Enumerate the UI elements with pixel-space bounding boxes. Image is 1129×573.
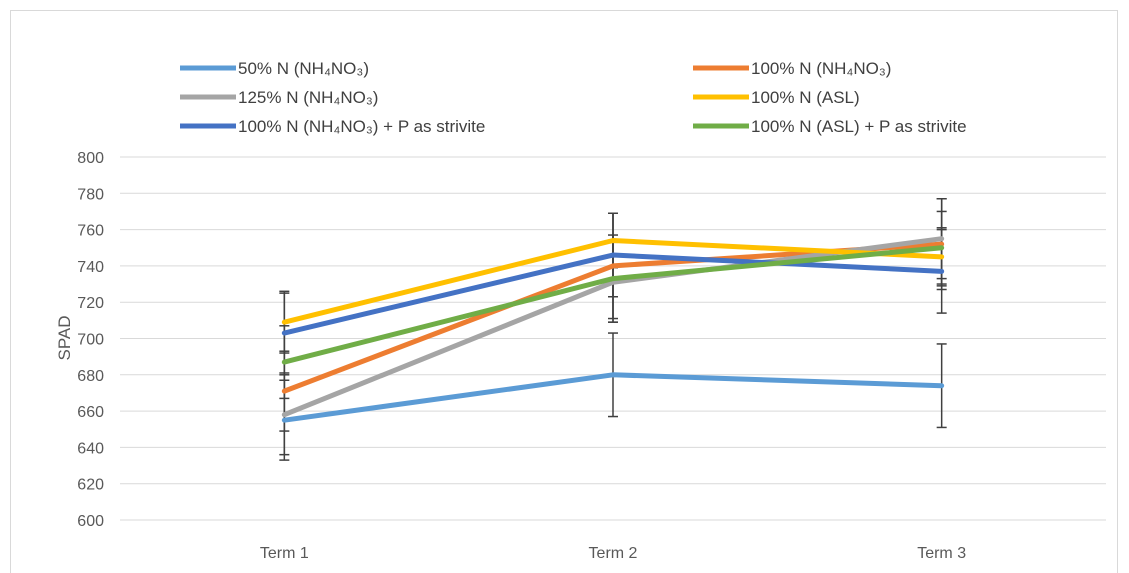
y-axis-title: SPAD [55, 315, 74, 360]
y-tick-label: 740 [77, 259, 104, 276]
y-tick-label: 620 [77, 477, 104, 494]
y-tick-labels: 600 620 640 660 680 700 720 740 760 780 800 [77, 150, 104, 530]
x-tick-labels: Term 1 Term 2 Term 3 [260, 545, 966, 562]
legend: 50% N (NH₄NO₃) 100% N (NH₄NO₃) 125% N (NH₄… [180, 59, 967, 136]
y-tick-label: 680 [77, 368, 104, 385]
series-line [281, 372, 945, 423]
x-tick-label: Term 2 [589, 545, 638, 562]
series-lines [281, 236, 945, 423]
y-tick-label: 720 [77, 295, 104, 312]
legend-label: 100% N (ASL) [751, 88, 860, 107]
legend-label: 100% N (NH₄NO₃) + P as strivite [238, 117, 485, 136]
x-tick-label: Term 1 [260, 545, 309, 562]
y-tick-label: 640 [77, 440, 104, 457]
x-tick-label: Term 3 [917, 545, 966, 562]
legend-label: 100% N (ASL) + P as strivite [751, 117, 967, 136]
series-line [281, 252, 945, 336]
y-tick-label: 700 [77, 332, 104, 349]
y-tick-label: 600 [77, 513, 104, 530]
series-line [281, 245, 945, 365]
legend-label: 50% N (NH₄NO₃) [238, 59, 369, 78]
error-bars [279, 197, 947, 461]
chart-frame [10, 10, 1118, 573]
y-tick-label: 780 [77, 186, 104, 203]
y-tick-label: 800 [77, 150, 104, 167]
y-tick-label: 660 [77, 404, 104, 421]
y-tick-label: 760 [77, 223, 104, 240]
legend-label: 125% N (NH₄NO₃) [238, 88, 378, 107]
legend-label: 100% N (NH₄NO₃) [751, 59, 891, 78]
series-line [281, 237, 945, 325]
